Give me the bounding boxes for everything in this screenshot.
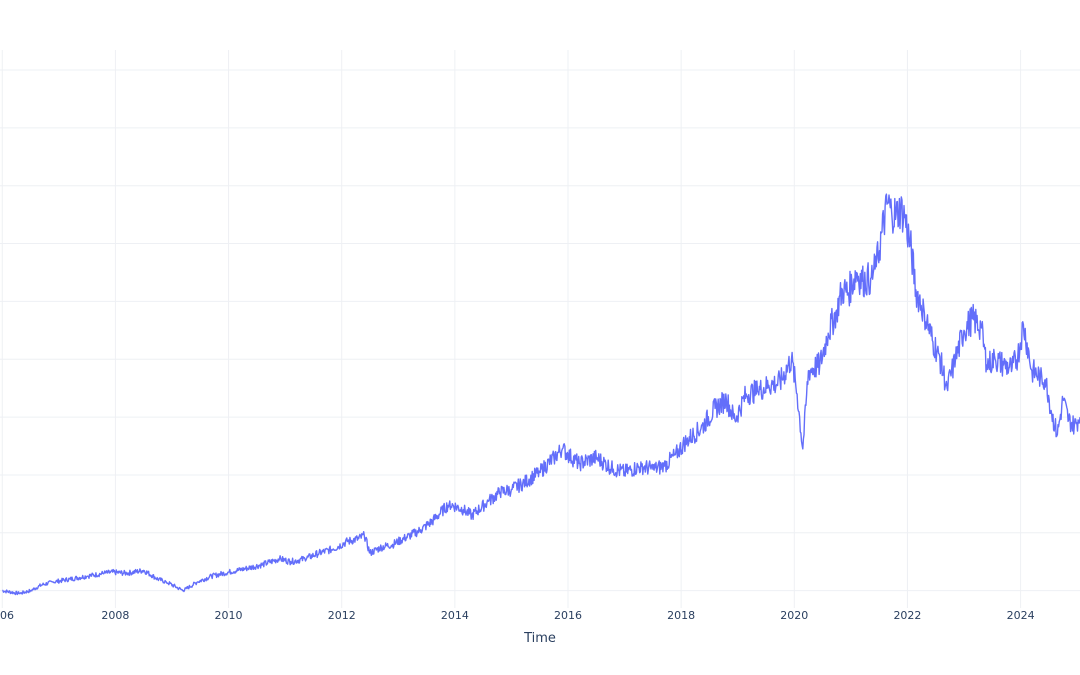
x-axis-title: Time <box>523 631 556 646</box>
x-tick-label: 2012 <box>328 609 356 622</box>
x-tick-label: 2016 <box>554 609 582 622</box>
grid <box>0 50 1080 608</box>
x-tick-label: 2010 <box>215 609 243 622</box>
x-tick-label: 2024 <box>1007 609 1035 622</box>
series-line <box>2 193 1080 596</box>
x-tick-label: 2014 <box>441 609 469 622</box>
x-tick-labels: 06 2008 2010 2012 2014 2016 2018 2020 2022 2024 <box>0 609 1035 622</box>
x-tick-label: 2020 <box>780 609 808 622</box>
series-layer <box>2 193 1080 596</box>
x-tick-label: 2008 <box>101 609 129 622</box>
x-tick-label: 06 <box>0 609 14 622</box>
x-tick-label: 2018 <box>667 609 695 622</box>
x-tick-label: 2022 <box>893 609 921 622</box>
